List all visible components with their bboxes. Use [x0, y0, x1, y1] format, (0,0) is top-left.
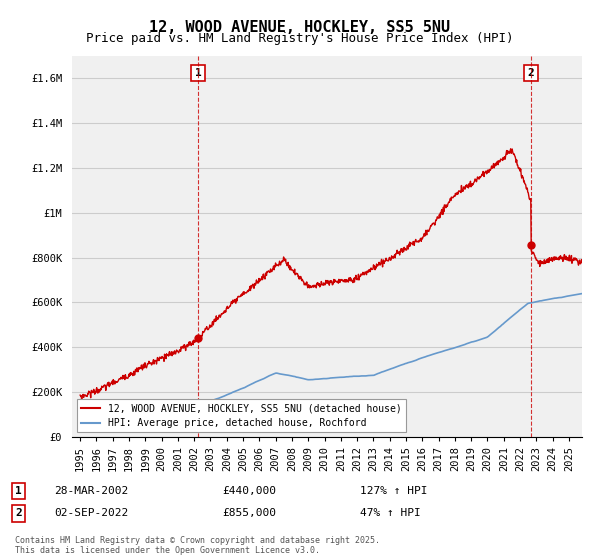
Legend: 12, WOOD AVENUE, HOCKLEY, SS5 5NU (detached house), HPI: Average price, detached: 12, WOOD AVENUE, HOCKLEY, SS5 5NU (detac… [77, 399, 406, 432]
Text: 12, WOOD AVENUE, HOCKLEY, SS5 5NU: 12, WOOD AVENUE, HOCKLEY, SS5 5NU [149, 20, 451, 35]
Text: 1: 1 [15, 486, 22, 496]
Text: 127% ↑ HPI: 127% ↑ HPI [360, 486, 427, 496]
Text: 28-MAR-2002: 28-MAR-2002 [54, 486, 128, 496]
Text: £440,000: £440,000 [222, 486, 276, 496]
Text: 2: 2 [15, 508, 22, 519]
Text: 47% ↑ HPI: 47% ↑ HPI [360, 508, 421, 519]
Text: 02-SEP-2022: 02-SEP-2022 [54, 508, 128, 519]
Text: 1: 1 [195, 68, 202, 78]
Text: 2: 2 [527, 68, 535, 78]
Text: £855,000: £855,000 [222, 508, 276, 519]
Text: Contains HM Land Registry data © Crown copyright and database right 2025.
This d: Contains HM Land Registry data © Crown c… [15, 536, 380, 556]
Text: Price paid vs. HM Land Registry's House Price Index (HPI): Price paid vs. HM Land Registry's House … [86, 32, 514, 45]
